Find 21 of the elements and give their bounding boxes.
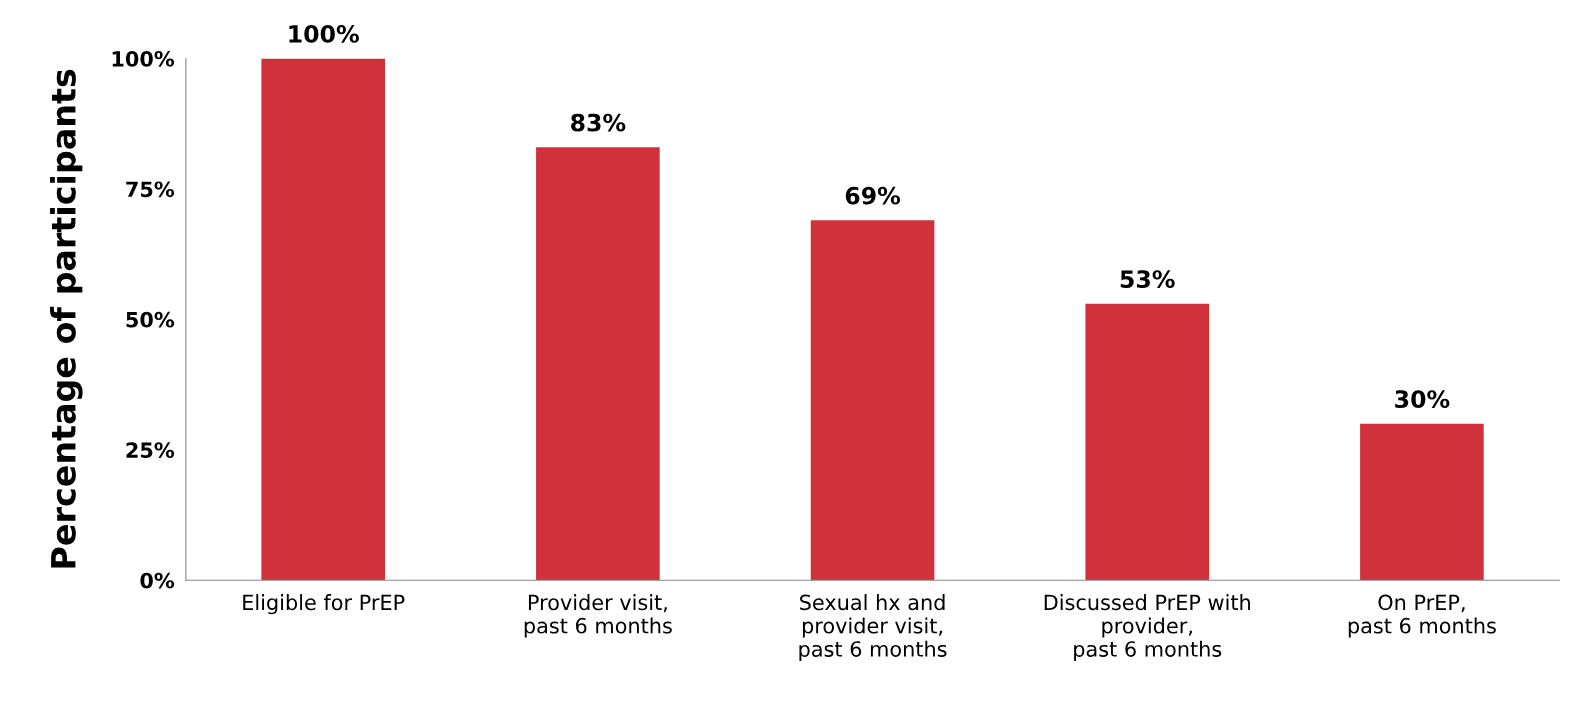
bar bbox=[261, 58, 385, 581]
x-tick-label: Sexual hx and provider visit, past 6 months bbox=[799, 594, 947, 661]
data-label: 30% bbox=[1395, 390, 1450, 409]
y-tick-label: 0% bbox=[140, 572, 175, 589]
x-tick-label: Discussed PrEP with provider, past 6 months bbox=[1044, 594, 1250, 661]
y-tick-label: 25% bbox=[126, 442, 175, 458]
data-label: 53% bbox=[1120, 270, 1175, 289]
x-tick-label: Eligible for PrEP bbox=[243, 594, 405, 615]
y-axis-title: Percentage of participants bbox=[50, 69, 83, 568]
y-tick-label: 50% bbox=[126, 311, 175, 328]
data-label: 100% bbox=[289, 24, 359, 43]
x-tick-label: On PrEP, past 6 months bbox=[1348, 594, 1496, 638]
y-tick-label: 100% bbox=[112, 50, 175, 67]
y-tick-label: 75% bbox=[126, 181, 175, 198]
bar bbox=[1360, 423, 1484, 581]
bar bbox=[1085, 303, 1210, 581]
bar bbox=[536, 147, 660, 581]
data-label: 69% bbox=[845, 186, 901, 205]
bar bbox=[810, 220, 935, 581]
data-label: 83% bbox=[571, 113, 626, 132]
x-tick-label: Provider visit, past 6 months bbox=[524, 594, 672, 638]
